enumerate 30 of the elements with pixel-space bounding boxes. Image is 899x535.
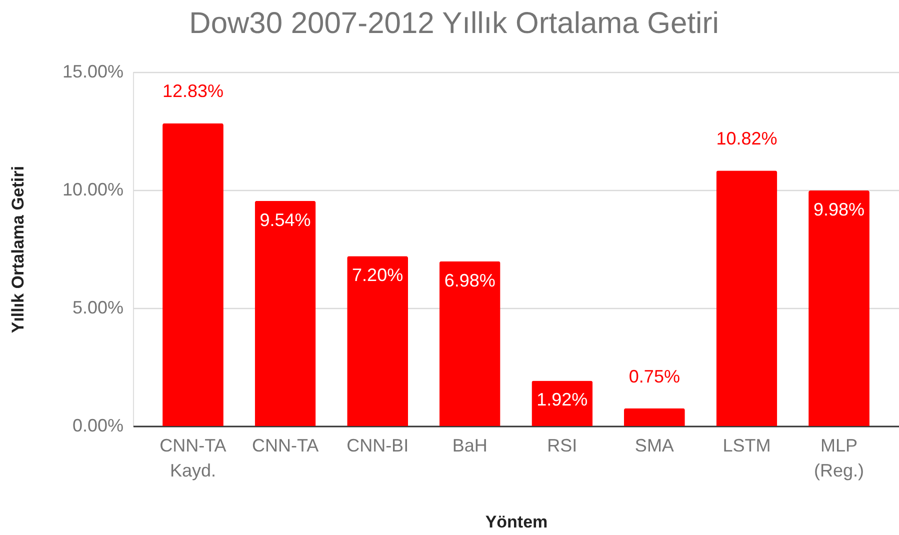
x-axis-title: Yöntem <box>485 512 548 532</box>
y-tick-label: 15.00% <box>62 62 124 82</box>
bar <box>808 190 870 426</box>
y-tick-label: 5.00% <box>72 298 124 318</box>
x-tick-label: SMA <box>634 436 674 456</box>
bar <box>716 170 778 426</box>
bar <box>254 200 316 426</box>
x-tick-label: CNN-TA <box>252 436 319 456</box>
x-tick-label: BaH <box>452 436 488 456</box>
bar <box>439 261 500 426</box>
data-label: 9.98% <box>813 199 865 220</box>
data-label: 9.54% <box>260 210 311 230</box>
data-label: 7.20% <box>352 265 404 286</box>
bar <box>347 256 408 426</box>
y-tick-label: 0.00% <box>72 416 124 436</box>
chart-title: Dow30 2007-2012 Yıllık Ortalama Getiri <box>189 7 719 40</box>
x-tick-label: RSI <box>547 436 578 456</box>
data-label: 0.75% <box>628 366 680 386</box>
bar <box>162 123 224 426</box>
y-axis-title: Yıllık Ortalama Getiri <box>8 166 28 334</box>
x-tick-label: CNN-TA Kayd. <box>160 436 226 480</box>
data-label: 6.98% <box>444 270 496 290</box>
x-tick-label: LSTM <box>722 436 771 456</box>
x-tick-label: MLP (Reg.) <box>814 436 864 480</box>
y-tick-label: 10.00% <box>62 180 124 200</box>
data-label: 12.83% <box>162 81 224 102</box>
data-label: 10.82% <box>716 128 778 149</box>
x-tick-label: CNN-BI <box>346 436 409 456</box>
data-label: 1.92% <box>536 390 588 410</box>
bar <box>624 408 685 426</box>
